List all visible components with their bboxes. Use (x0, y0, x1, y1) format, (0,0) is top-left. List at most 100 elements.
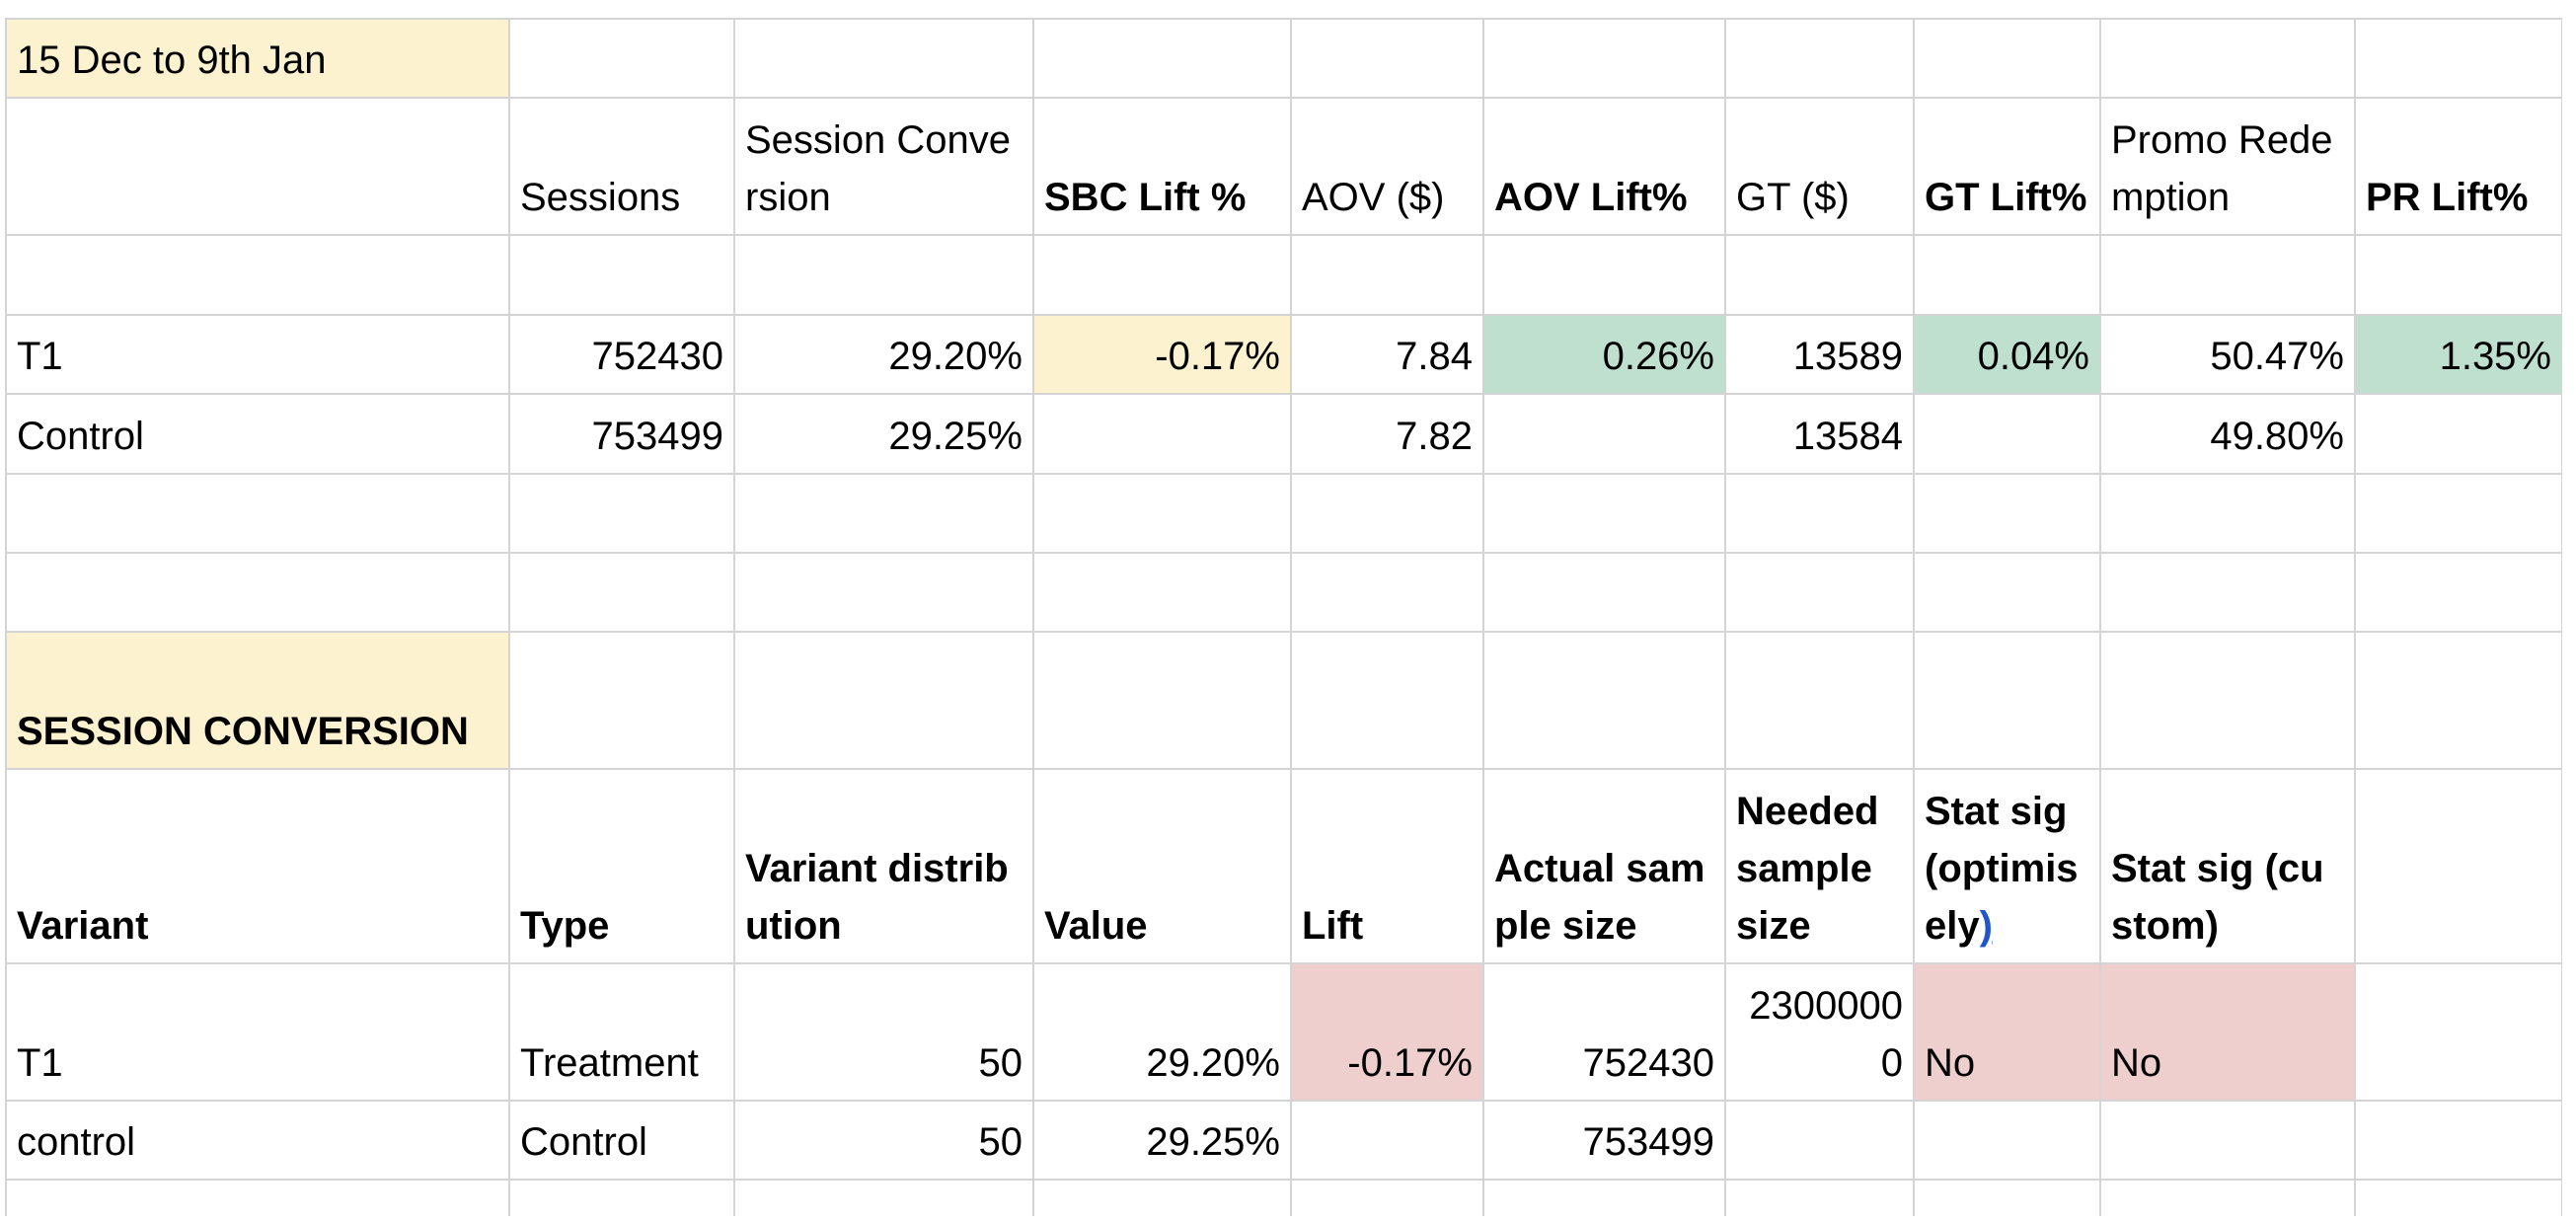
needed-sample-size-cell[interactable]: 23000000 (1724, 962, 1915, 1102)
empty-cell[interactable] (1032, 552, 1292, 633)
value-cell[interactable]: 29.25% (1032, 1100, 1292, 1181)
header-actual-sample-size[interactable]: Actual sample size (1482, 768, 1726, 964)
type-cell[interactable]: Treatment (508, 962, 735, 1102)
empty-cell[interactable] (2099, 1179, 2356, 1220)
empty-cell[interactable] (508, 18, 735, 99)
empty-cell[interactable] (5, 473, 510, 554)
aov-cell[interactable]: 7.82 (1290, 393, 1484, 475)
row-label[interactable]: Control (5, 393, 510, 475)
empty-cell[interactable] (508, 1179, 735, 1220)
empty-cell[interactable] (5, 97, 510, 236)
empty-cell[interactable] (2099, 234, 2356, 316)
empty-cell[interactable] (733, 631, 1034, 770)
empty-cell[interactable] (5, 234, 510, 316)
empty-cell[interactable] (1290, 1179, 1484, 1220)
sessions-cell[interactable]: 752430 (508, 314, 735, 395)
empty-cell[interactable] (1482, 473, 1726, 554)
empty-cell[interactable] (1913, 552, 2101, 633)
empty-cell[interactable] (1482, 18, 1726, 99)
empty-cell[interactable] (1724, 234, 1915, 316)
empty-cell[interactable] (1290, 552, 1484, 633)
header-sbc-lift[interactable]: SBC Lift % (1032, 97, 1292, 236)
header-gt[interactable]: GT ($) (1724, 97, 1915, 236)
empty-cell[interactable] (1724, 1179, 1915, 1220)
header-aov[interactable]: AOV ($) (1290, 97, 1484, 236)
lift-cell[interactable]: -0.17% (1290, 962, 1484, 1102)
empty-cell[interactable] (1913, 234, 2101, 316)
aov-cell[interactable]: 7.84 (1290, 314, 1484, 395)
empty-cell[interactable] (1913, 18, 2101, 99)
stat-sig-optimisely-cell[interactable]: No (1913, 962, 2101, 1102)
promo-redemption-cell[interactable]: 49.80% (2099, 393, 2356, 475)
header-value[interactable]: Value (1032, 768, 1292, 964)
type-cell[interactable]: Control (508, 1100, 735, 1181)
empty-cell[interactable] (1032, 473, 1292, 554)
empty-cell[interactable] (1290, 473, 1484, 554)
header-promo-redemption[interactable]: Promo Redemption (2099, 97, 2356, 236)
variant-distribution-cell[interactable]: 50 (733, 962, 1034, 1102)
aov-lift-cell[interactable] (1482, 393, 1726, 475)
empty-cell[interactable] (2099, 631, 2356, 770)
gt-lift-cell[interactable]: 0.04% (1913, 314, 2101, 395)
stat-sig-optimisely-cell[interactable] (1913, 1100, 2101, 1181)
empty-cell[interactable] (1290, 18, 1484, 99)
header-lift[interactable]: Lift (1290, 768, 1484, 964)
pr-lift-cell[interactable] (2354, 393, 2563, 475)
empty-cell[interactable] (5, 1179, 510, 1220)
empty-cell[interactable] (1290, 631, 1484, 770)
empty-cell[interactable] (1724, 473, 1915, 554)
empty-cell[interactable] (2354, 234, 2563, 316)
empty-cell[interactable] (1482, 234, 1726, 316)
session-conversion-cell[interactable]: 29.20% (733, 314, 1034, 395)
empty-cell[interactable] (733, 1179, 1034, 1220)
empty-cell[interactable] (508, 473, 735, 554)
empty-cell[interactable] (1032, 631, 1292, 770)
header-needed-sample-size[interactable]: Needed sample size (1724, 768, 1915, 964)
empty-cell[interactable] (2354, 631, 2563, 770)
stat-sig-custom-cell[interactable] (2099, 1100, 2356, 1181)
empty-cell[interactable] (1032, 18, 1292, 99)
aov-lift-cell[interactable]: 0.26% (1482, 314, 1726, 395)
actual-sample-size-cell[interactable]: 752430 (1482, 962, 1726, 1102)
empty-cell[interactable] (2099, 552, 2356, 633)
date-range-cell[interactable]: 15 Dec to 9th Jan (5, 18, 510, 99)
empty-cell[interactable] (1913, 1179, 2101, 1220)
header-session-conversion[interactable]: Session Conversion (733, 97, 1034, 236)
empty-cell[interactable] (1290, 234, 1484, 316)
empty-cell[interactable] (1724, 552, 1915, 633)
lift-cell[interactable] (1290, 1100, 1484, 1181)
empty-cell[interactable] (1482, 1179, 1726, 1220)
empty-cell[interactable] (2354, 1179, 2563, 1220)
session-conversion-cell[interactable]: 29.25% (733, 393, 1034, 475)
empty-cell[interactable] (733, 552, 1034, 633)
empty-cell[interactable] (1032, 234, 1292, 316)
empty-cell[interactable] (2354, 473, 2563, 554)
variant-cell[interactable]: control (5, 1100, 510, 1181)
empty-cell[interactable] (2354, 768, 2563, 964)
row-label[interactable]: T1 (5, 314, 510, 395)
empty-cell[interactable] (2354, 962, 2563, 1102)
empty-cell[interactable] (1913, 631, 2101, 770)
empty-cell[interactable] (508, 552, 735, 633)
header-pr-lift[interactable]: PR Lift% (2354, 97, 2563, 236)
variant-cell[interactable]: T1 (5, 962, 510, 1102)
header-stat-sig-custom[interactable]: Stat sig (custom) (2099, 768, 2356, 964)
gt-lift-cell[interactable] (1913, 393, 2101, 475)
empty-cell[interactable] (1913, 473, 2101, 554)
header-stat-sig-optimisely[interactable]: Stat sig (optimisely) (1913, 768, 2101, 964)
promo-redemption-cell[interactable]: 50.47% (2099, 314, 2356, 395)
value-cell[interactable]: 29.20% (1032, 962, 1292, 1102)
actual-sample-size-cell[interactable]: 753499 (1482, 1100, 1726, 1181)
sessions-cell[interactable]: 753499 (508, 393, 735, 475)
empty-cell[interactable] (508, 234, 735, 316)
gt-cell[interactable]: 13589 (1724, 314, 1915, 395)
empty-cell[interactable] (733, 18, 1034, 99)
empty-cell[interactable] (733, 234, 1034, 316)
header-variant-distribution[interactable]: Variant distribution (733, 768, 1034, 964)
empty-cell[interactable] (508, 631, 735, 770)
empty-cell[interactable] (2099, 473, 2356, 554)
variant-distribution-cell[interactable]: 50 (733, 1100, 1034, 1181)
needed-sample-size-cell[interactable] (1724, 1100, 1915, 1181)
header-stat-sig-link[interactable]: ) (1979, 904, 1993, 948)
header-variant[interactable]: Variant (5, 768, 510, 964)
